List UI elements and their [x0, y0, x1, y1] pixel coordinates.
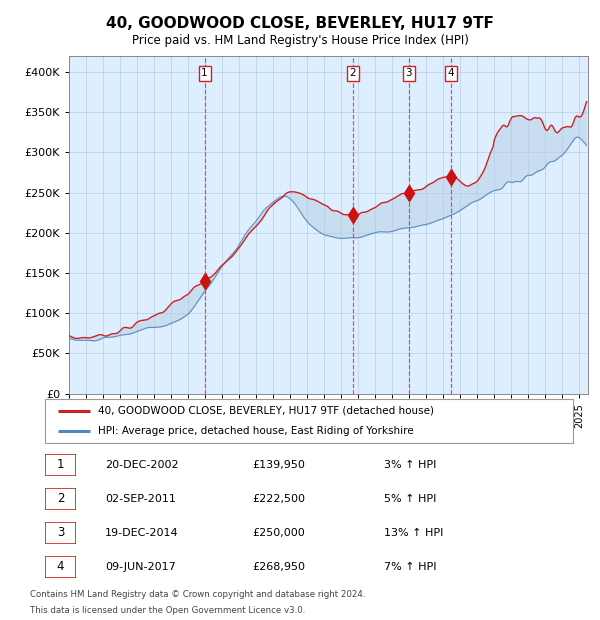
Text: 40, GOODWOOD CLOSE, BEVERLEY, HU17 9TF (detached house): 40, GOODWOOD CLOSE, BEVERLEY, HU17 9TF (… [98, 405, 434, 416]
Text: 02-SEP-2011: 02-SEP-2011 [105, 494, 176, 504]
Text: This data is licensed under the Open Government Licence v3.0.: This data is licensed under the Open Gov… [30, 606, 305, 616]
Text: 2: 2 [349, 68, 356, 79]
Text: 20-DEC-2002: 20-DEC-2002 [105, 459, 179, 470]
Text: 19-DEC-2014: 19-DEC-2014 [105, 528, 179, 538]
Text: 40, GOODWOOD CLOSE, BEVERLEY, HU17 9TF: 40, GOODWOOD CLOSE, BEVERLEY, HU17 9TF [106, 16, 494, 30]
Text: 4: 4 [57, 560, 64, 574]
Text: 3% ↑ HPI: 3% ↑ HPI [384, 459, 436, 470]
Text: 4: 4 [448, 68, 454, 79]
Text: £222,500: £222,500 [252, 494, 305, 504]
Text: Contains HM Land Registry data © Crown copyright and database right 2024.: Contains HM Land Registry data © Crown c… [30, 590, 365, 600]
Text: 7% ↑ HPI: 7% ↑ HPI [384, 562, 437, 572]
Text: 3: 3 [57, 526, 64, 539]
Text: 3: 3 [406, 68, 412, 79]
Text: 2: 2 [57, 492, 64, 505]
Text: £250,000: £250,000 [252, 528, 305, 538]
Text: £139,950: £139,950 [252, 459, 305, 470]
Text: HPI: Average price, detached house, East Riding of Yorkshire: HPI: Average price, detached house, East… [98, 426, 413, 436]
Text: 09-JUN-2017: 09-JUN-2017 [105, 562, 176, 572]
Text: Price paid vs. HM Land Registry's House Price Index (HPI): Price paid vs. HM Land Registry's House … [131, 34, 469, 47]
Text: 13% ↑ HPI: 13% ↑ HPI [384, 528, 443, 538]
Text: £268,950: £268,950 [252, 562, 305, 572]
Text: 1: 1 [57, 458, 64, 471]
Text: 5% ↑ HPI: 5% ↑ HPI [384, 494, 436, 504]
Text: 1: 1 [202, 68, 208, 79]
